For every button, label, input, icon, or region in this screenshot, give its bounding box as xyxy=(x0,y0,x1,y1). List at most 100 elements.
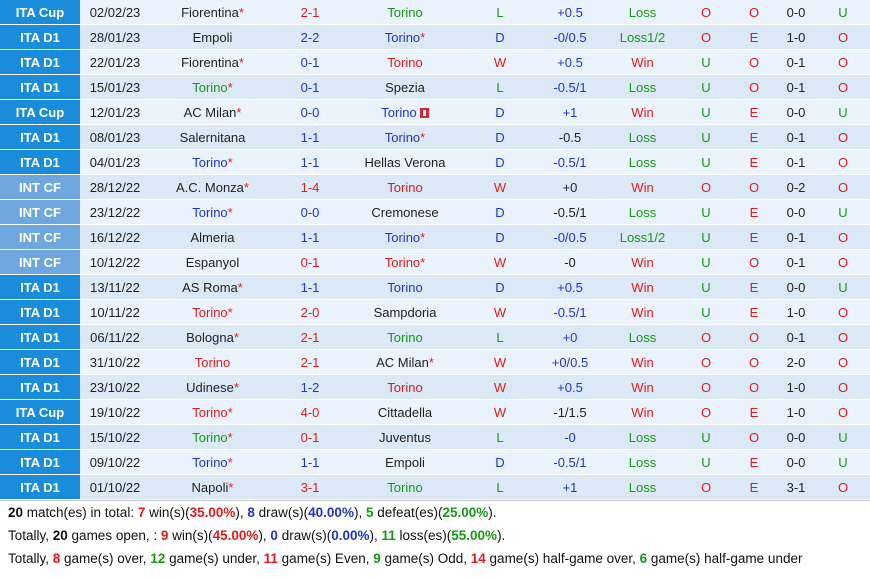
away-team-cell[interactable]: Torino xyxy=(345,49,465,75)
home-team-name[interactable]: Bologna xyxy=(186,329,234,345)
away-team-cell[interactable]: Cittadella xyxy=(345,399,465,425)
home-team-name[interactable]: Fiorentina xyxy=(181,54,239,70)
score-cell[interactable]: 4-0 xyxy=(275,399,345,425)
competition-cell[interactable]: ITA D1 xyxy=(0,274,80,300)
away-team-name[interactable]: Torino xyxy=(387,54,423,70)
home-team-name[interactable]: Torino xyxy=(192,79,228,95)
home-team-cell[interactable]: Bologna* xyxy=(150,324,275,350)
away-team-name[interactable]: Empoli xyxy=(385,454,425,470)
competition-cell[interactable]: ITA D1 xyxy=(0,24,80,50)
home-team-name[interactable]: Espanyol xyxy=(185,254,240,270)
away-team-name[interactable]: Torino xyxy=(387,479,423,495)
home-team-cell[interactable]: Udinese* xyxy=(150,374,275,400)
home-team-name[interactable]: Torino xyxy=(192,154,228,170)
away-team-name[interactable]: Torino xyxy=(384,129,421,145)
home-team-cell[interactable]: Torino* xyxy=(150,424,275,450)
score-cell[interactable]: 2-1 xyxy=(275,349,345,375)
competition-cell[interactable]: INT CF xyxy=(0,249,80,275)
away-team-name[interactable]: Torino xyxy=(384,29,421,45)
match-row[interactable]: INT CF 28/12/22 A.C. Monza* 1-4 Torino W +0 Win… xyxy=(0,174,870,200)
away-team-name[interactable]: Torino xyxy=(387,379,423,395)
match-row[interactable]: ITA D1 04/01/23 Torino* 1-1 Hellas Verona D -0… xyxy=(0,149,870,175)
away-team-cell[interactable]: AC Milan* xyxy=(345,349,465,375)
away-team-name[interactable]: Torino xyxy=(387,329,423,345)
away-team-cell[interactable]: Torino* xyxy=(345,224,465,250)
competition-cell[interactable]: ITA D1 xyxy=(0,374,80,400)
away-team-name[interactable]: Cittadella xyxy=(377,404,433,420)
home-team-cell[interactable]: Napoli* xyxy=(150,474,275,500)
competition-cell[interactable]: ITA D1 xyxy=(0,424,80,450)
match-row[interactable]: ITA Cup 19/10/22 Torino* 4-0 Cittadella W -1/1… xyxy=(0,399,870,425)
away-team-name[interactable]: Sampdoria xyxy=(373,304,437,320)
match-row[interactable]: ITA D1 15/10/22 Torino* 0-1 Juventus L -0 Loss U… xyxy=(0,424,870,450)
score-cell[interactable]: 1-1 xyxy=(275,449,345,475)
competition-cell[interactable]: ITA D1 xyxy=(0,324,80,350)
home-team-name[interactable]: A.C. Monza xyxy=(176,179,244,195)
match-row[interactable]: ITA D1 09/10/22 Torino* 1-1 Empoli D -0.5/1 Los… xyxy=(0,449,870,475)
away-team-cell[interactable]: Torino xyxy=(345,374,465,400)
home-team-name[interactable]: Torino xyxy=(192,454,228,470)
match-row[interactable]: ITA D1 28/01/23 Empoli 2-2 Torino* D -0/0.5 Los… xyxy=(0,24,870,50)
home-team-cell[interactable]: Torino* xyxy=(150,74,275,100)
away-team-cell[interactable]: Torino xyxy=(345,99,465,125)
score-cell[interactable]: 1-1 xyxy=(275,124,345,150)
match-row[interactable]: ITA Cup 02/02/23 Fiorentina* 2-1 Torino L +0.5… xyxy=(0,0,870,25)
match-row[interactable]: ITA Cup 12/01/23 AC Milan* 0-0 Torino D +1 Win U… xyxy=(0,99,870,125)
score-cell[interactable]: 0-1 xyxy=(275,249,345,275)
competition-cell[interactable]: ITA Cup xyxy=(0,399,80,425)
away-team-cell[interactable]: Sampdoria xyxy=(345,299,465,325)
away-team-name[interactable]: Cremonese xyxy=(371,204,439,220)
away-team-cell[interactable]: Torino* xyxy=(345,249,465,275)
home-team-cell[interactable]: Torino xyxy=(150,349,275,375)
match-row[interactable]: ITA D1 22/01/23 Fiorentina* 0-1 Torino W +0.5 W… xyxy=(0,49,870,75)
home-team-cell[interactable]: Fiorentina* xyxy=(150,0,275,25)
competition-cell[interactable]: ITA Cup xyxy=(0,99,80,125)
away-team-name[interactable]: Juventus xyxy=(378,429,432,445)
home-team-name[interactable]: Torino xyxy=(192,404,228,420)
away-team-name[interactable]: Torino xyxy=(387,179,423,195)
match-row[interactable]: ITA D1 15/01/23 Torino* 0-1 Spezia L -0.5/1 Los… xyxy=(0,74,870,100)
score-cell[interactable]: 1-4 xyxy=(275,174,345,200)
home-team-cell[interactable]: Espanyol xyxy=(150,249,275,275)
away-team-cell[interactable]: Torino* xyxy=(345,124,465,150)
away-team-cell[interactable]: Torino xyxy=(345,0,465,25)
home-team-name[interactable]: Napoli xyxy=(191,479,229,495)
competition-cell[interactable]: ITA D1 xyxy=(0,449,80,475)
home-team-name[interactable]: AS Roma xyxy=(182,279,238,295)
away-team-name[interactable]: Torino xyxy=(384,229,421,245)
away-team-name[interactable]: Torino xyxy=(381,104,417,120)
competition-cell[interactable]: INT CF xyxy=(0,224,80,250)
match-row[interactable]: INT CF 23/12/22 Torino* 0-0 Cremonese D -0.5/1… xyxy=(0,199,870,225)
competition-cell[interactable]: INT CF xyxy=(0,174,80,200)
score-cell[interactable]: 1-2 xyxy=(275,374,345,400)
score-cell[interactable]: 0-0 xyxy=(275,199,345,225)
home-team-name[interactable]: Torino xyxy=(192,304,228,320)
competition-cell[interactable]: ITA D1 xyxy=(0,149,80,175)
home-team-name[interactable]: Udinese xyxy=(186,379,234,395)
score-cell[interactable]: 2-1 xyxy=(275,0,345,25)
home-team-name[interactable]: Torino xyxy=(192,204,228,220)
competition-cell[interactable]: ITA D1 xyxy=(0,474,80,500)
away-team-cell[interactable]: Torino xyxy=(345,474,465,500)
away-team-cell[interactable]: Torino* xyxy=(345,24,465,50)
score-cell[interactable]: 2-1 xyxy=(275,324,345,350)
score-cell[interactable]: 2-2 xyxy=(275,24,345,50)
away-team-name[interactable]: Torino xyxy=(387,279,423,295)
score-cell[interactable]: 0-0 xyxy=(275,99,345,125)
home-team-name[interactable]: Almeria xyxy=(190,229,235,245)
competition-cell[interactable]: ITA D1 xyxy=(0,74,80,100)
home-team-cell[interactable]: AC Milan* xyxy=(150,99,275,125)
match-row[interactable]: ITA D1 23/10/22 Udinese* 1-2 Torino W +0.5 Win O… xyxy=(0,374,870,400)
away-team-cell[interactable]: Torino xyxy=(345,274,465,300)
home-team-cell[interactable]: Torino* xyxy=(150,399,275,425)
home-team-cell[interactable]: Torino* xyxy=(150,299,275,325)
score-cell[interactable]: 1-1 xyxy=(275,224,345,250)
score-cell[interactable]: 1-1 xyxy=(275,274,345,300)
competition-cell[interactable]: INT CF xyxy=(0,199,80,225)
score-cell[interactable]: 0-1 xyxy=(275,49,345,75)
away-team-name[interactable]: AC Milan xyxy=(376,354,429,370)
match-row[interactable]: ITA D1 13/11/22 AS Roma* 1-1 Torino D +0.5 Win U… xyxy=(0,274,870,300)
away-team-cell[interactable]: Torino xyxy=(345,324,465,350)
competition-cell[interactable]: ITA D1 xyxy=(0,299,80,325)
home-team-cell[interactable]: AS Roma* xyxy=(150,274,275,300)
